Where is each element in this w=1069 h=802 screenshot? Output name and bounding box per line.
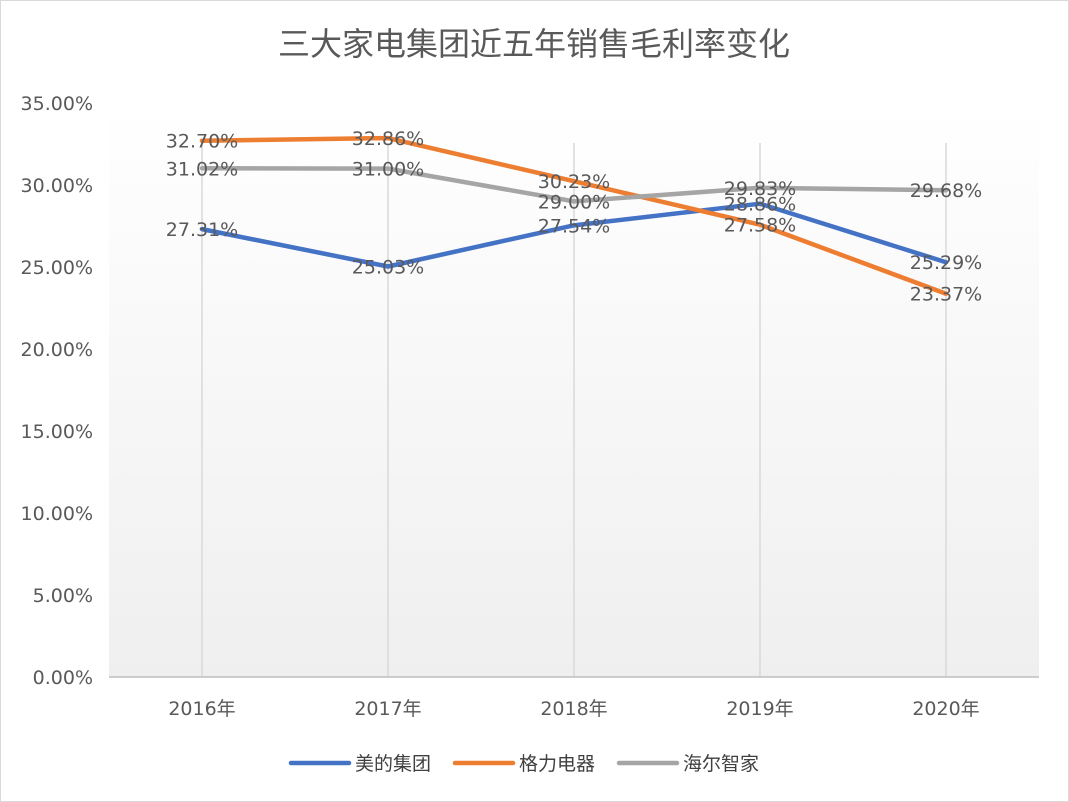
data-label: 32.86% <box>352 128 424 150</box>
x-tick-label: 2017年 <box>354 698 421 720</box>
data-label: 25.03% <box>352 257 424 279</box>
y-tick-label: 0.00% <box>33 667 93 689</box>
legend-label: 海尔智家 <box>683 753 759 775</box>
chart-title: 三大家电集团近五年销售毛利率变化 <box>278 25 790 63</box>
data-label: 31.02% <box>166 158 238 180</box>
y-tick-label: 15.00% <box>21 421 93 443</box>
legend-label: 美的集团 <box>355 753 431 775</box>
y-tick-label: 10.00% <box>21 503 93 525</box>
legend-label: 格力电器 <box>519 753 595 775</box>
x-tick-label: 2019年 <box>726 698 793 720</box>
x-tick-label: 2018年 <box>540 698 607 720</box>
series-line-2 <box>199 135 949 296</box>
data-label: 29.68% <box>910 180 982 202</box>
data-label: 31.00% <box>352 159 424 181</box>
data-label: 30.23% <box>538 171 610 193</box>
legend-item-2[interactable]: 格力电器 <box>452 753 595 775</box>
data-label: 27.31% <box>166 219 238 241</box>
data-label: 25.29% <box>910 252 982 274</box>
y-tick-label: 25.00% <box>21 257 93 279</box>
y-tick-label: 20.00% <box>21 339 93 361</box>
x-tick-label: 2016年 <box>168 698 235 720</box>
data-label: 29.83% <box>724 178 796 200</box>
data-label: 28.86% <box>724 194 796 216</box>
data-label: 27.58% <box>724 215 796 237</box>
y-tick-label: 35.00% <box>21 93 93 115</box>
series-line-3 <box>199 166 949 204</box>
data-label: 23.37% <box>910 284 982 306</box>
series-line-1 <box>199 201 949 269</box>
data-label: 27.54% <box>538 215 610 237</box>
y-tick-label: 30.00% <box>21 175 93 197</box>
legend-item-3[interactable]: 海尔智家 <box>616 753 759 775</box>
legend-item-1[interactable]: 美的集团 <box>288 753 431 775</box>
x-tick-label: 2020年 <box>912 698 979 720</box>
data-label: 32.70% <box>166 131 238 153</box>
data-label: 29.00% <box>538 191 610 213</box>
y-tick-label: 5.00% <box>33 585 93 607</box>
